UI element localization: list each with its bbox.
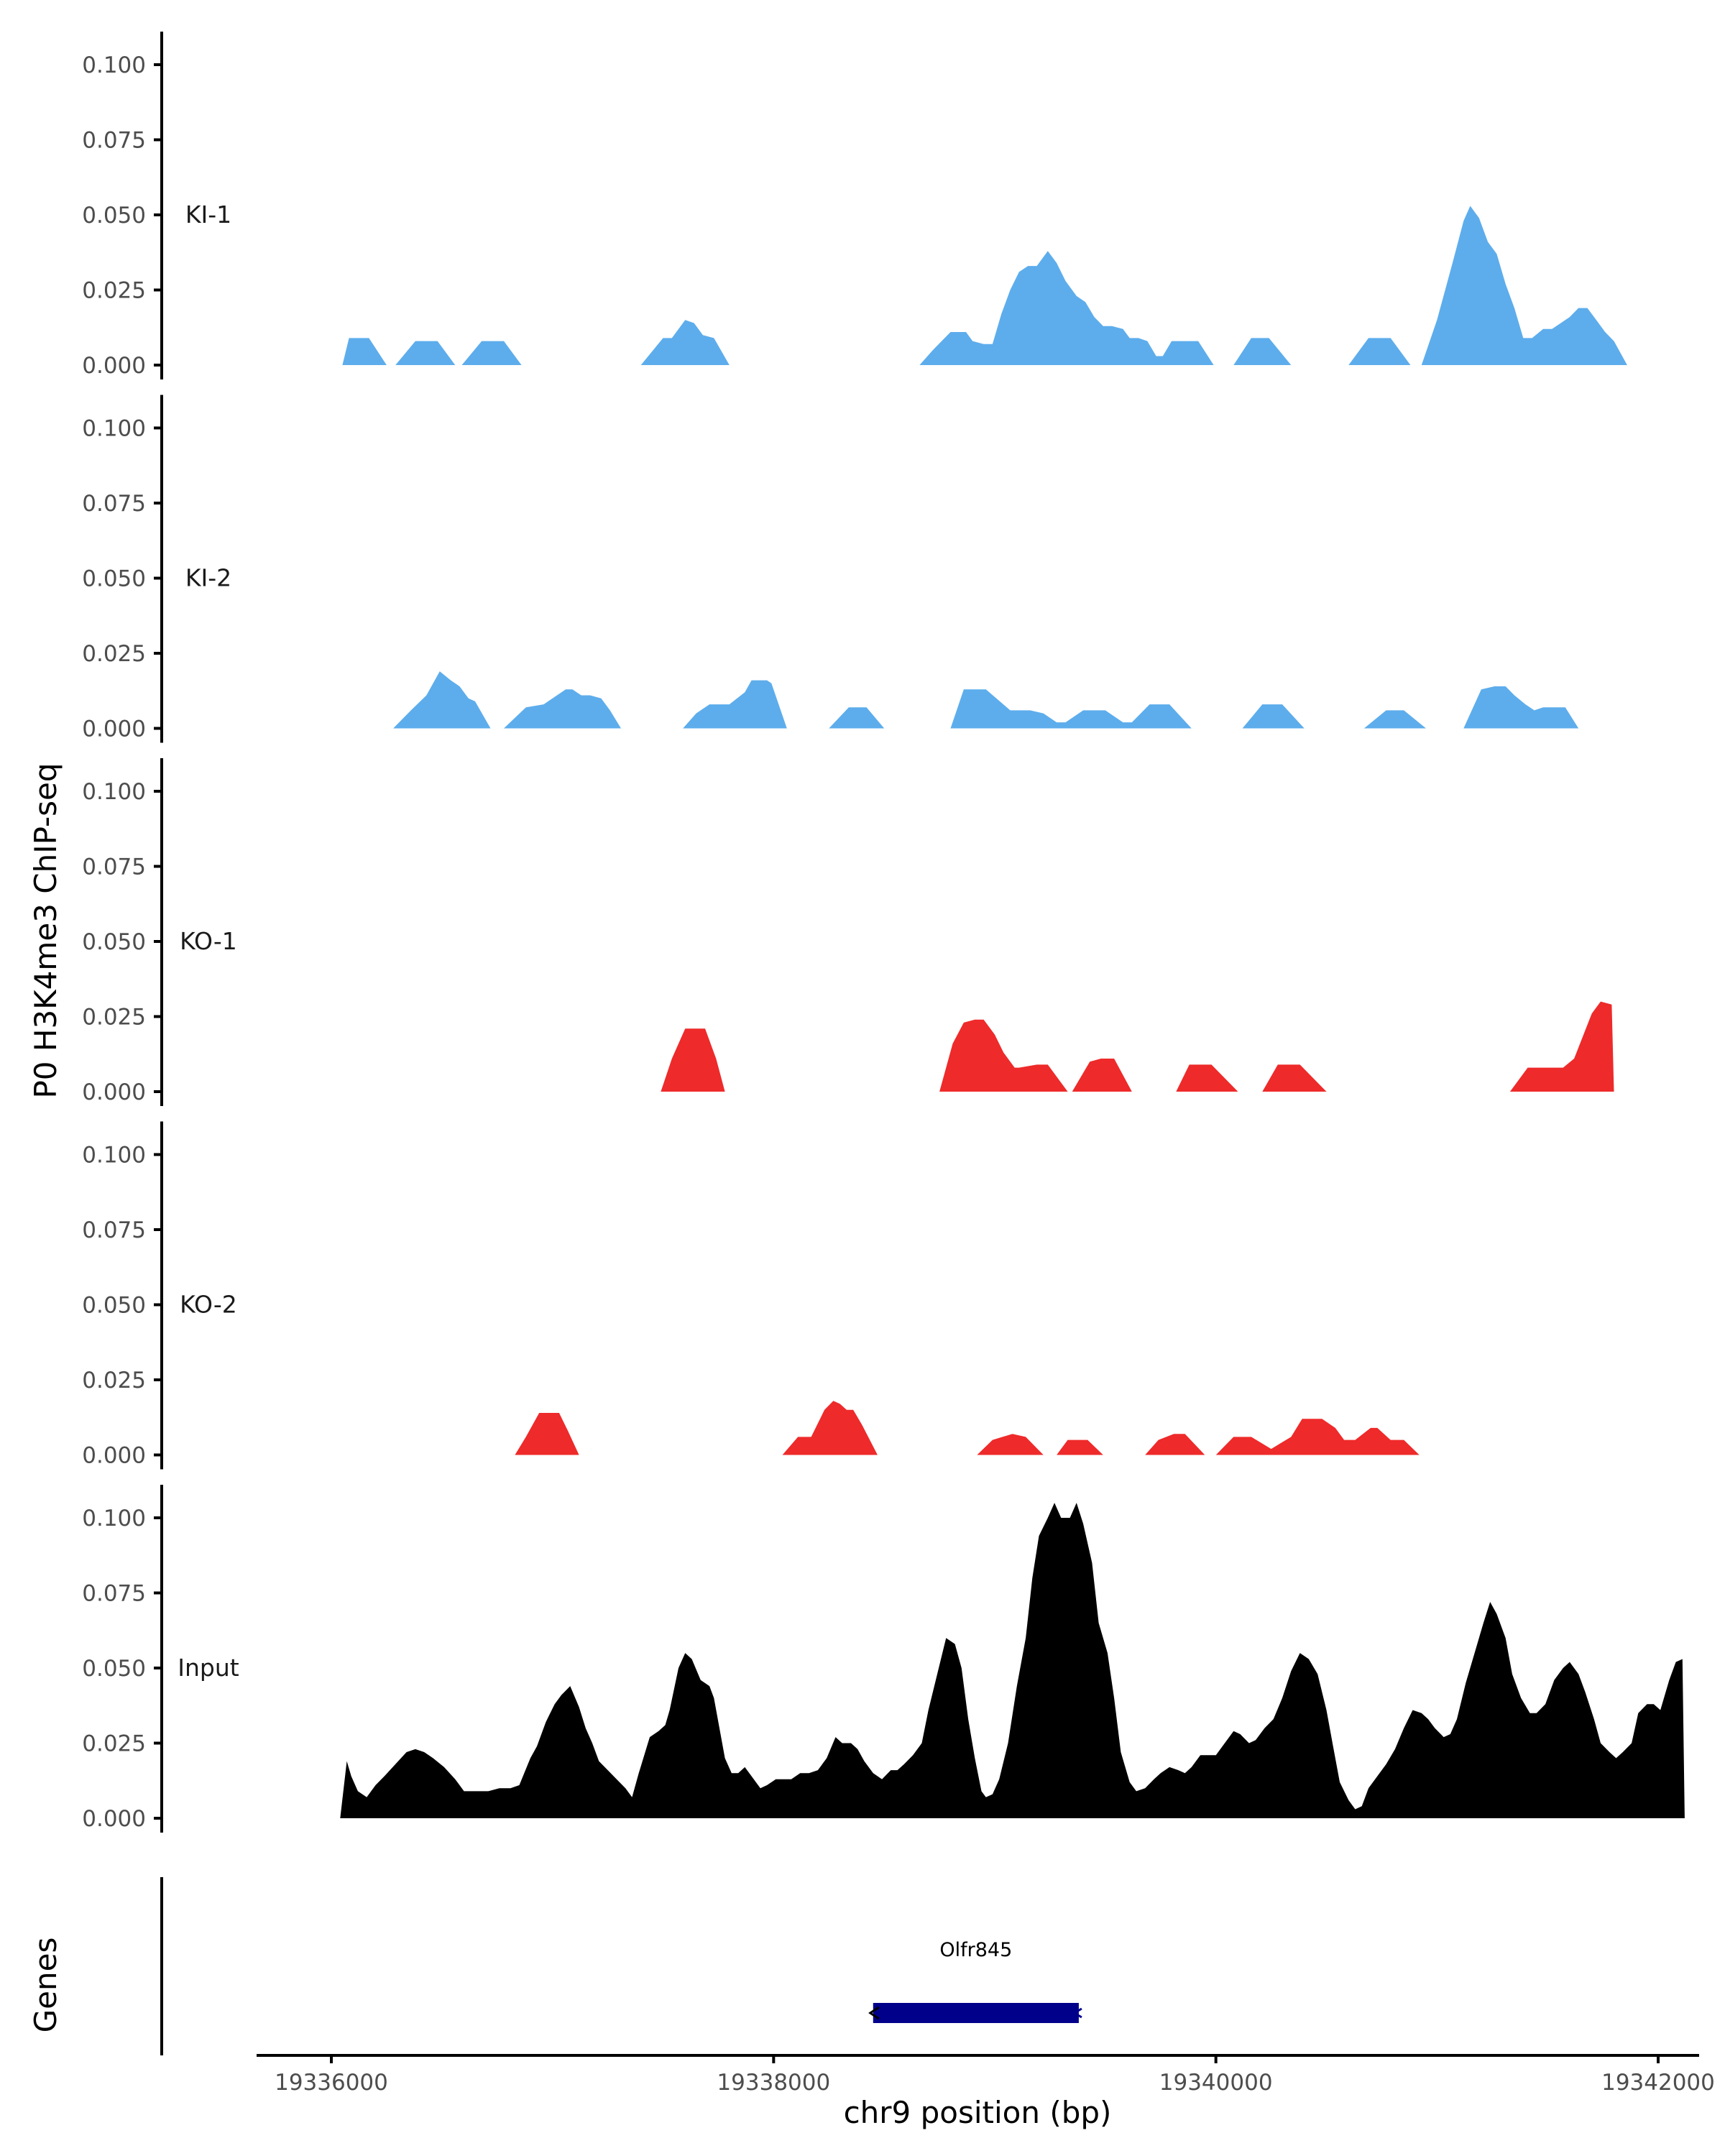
- x-axis-title: chr9 position (bp): [844, 2095, 1112, 2130]
- y-tick-label: 0.050: [82, 1656, 146, 1682]
- y-tick-label: 0.075: [82, 128, 146, 154]
- y-tick-label: 0.000: [82, 1443, 146, 1469]
- y-tick-label: 0.100: [82, 1143, 146, 1169]
- y-axis-title: P0 H3K4me3 ChIP-seq: [28, 763, 63, 1098]
- y-tick-label: 0.000: [82, 1806, 146, 1832]
- signal-area-ki-1: [342, 206, 1627, 365]
- signal-area-ko-2: [515, 1401, 1420, 1455]
- track-label: KI-1: [185, 201, 231, 229]
- gene-track-title: Genes: [28, 1938, 63, 2033]
- strand-arrow-icon: [868, 2006, 880, 2020]
- y-tick-label: 0.100: [82, 1506, 146, 1531]
- x-axis: 19336000 19338000 19340000 19342000: [257, 2054, 1715, 2096]
- signal-area-ko-1: [661, 1001, 1614, 1092]
- signal-tracks: 0.0000.0250.0500.0750.100KI-10.0000.0250…: [82, 32, 1685, 1833]
- y-tick-label: 0.075: [82, 491, 146, 517]
- y-tick-label: 0.025: [82, 1731, 146, 1757]
- y-tick-label: 0.075: [82, 1217, 146, 1243]
- y-tick-label: 0.050: [82, 566, 146, 592]
- track-label: Input: [178, 1654, 239, 1682]
- y-tick-label: 0.050: [82, 929, 146, 955]
- track-ki-1: 0.000 0.025 0.050 0.075 0.100 KI-1: [82, 32, 1627, 379]
- gene-body: [873, 2003, 1079, 2023]
- track-input: 0.000 0.025 0.050 0.075 0.100 Input: [82, 1485, 1685, 1833]
- y-tick-label: 0.075: [82, 854, 146, 880]
- y-tick-label: 0.100: [82, 52, 146, 78]
- y-tick-label: 0.075: [82, 1581, 146, 1607]
- signal-area-ki-2: [393, 671, 1579, 729]
- track-ki-2: 0.000 0.025 0.050 0.075 0.100 KI-2: [82, 395, 1579, 743]
- y-tick-label: 0.000: [82, 717, 146, 742]
- track-label: KO-2: [180, 1291, 237, 1319]
- x-tick-label: 19342000: [1601, 2070, 1715, 2096]
- x-tick-label: 19338000: [717, 2070, 830, 2096]
- y-tick-label: 0.025: [82, 278, 146, 304]
- y-tick-label: 0.100: [82, 779, 146, 805]
- track-ko-2: 0.000 0.025 0.050 0.075 0.100 KO-2: [82, 1121, 1420, 1470]
- y-tick-label: 0.025: [82, 1368, 146, 1393]
- y-tick-label: 0.000: [82, 1079, 146, 1105]
- y-tick-label: 0.100: [82, 416, 146, 442]
- y-tick-label: 0.025: [82, 1005, 146, 1031]
- signal-area-input: [340, 1503, 1685, 1818]
- x-tick-label: 19336000: [275, 2070, 388, 2096]
- track-label: KO-1: [180, 927, 237, 955]
- y-tick-label: 0.000: [82, 353, 146, 379]
- y-tick-label: 0.025: [82, 641, 146, 667]
- gene-name: Olfr845: [939, 1939, 1012, 1961]
- x-tick-label: 19340000: [1159, 2070, 1273, 2096]
- track-ko-1: 0.000 0.025 0.050 0.075 0.100 KO-1: [82, 758, 1614, 1106]
- track-label: KI-2: [185, 564, 231, 592]
- y-tick-label: 0.050: [82, 1293, 146, 1319]
- gene-track: Olfr845: [160, 1877, 1082, 2055]
- strand-arrow-icon: [1072, 2007, 1082, 2019]
- y-tick-label: 0.050: [82, 203, 146, 229]
